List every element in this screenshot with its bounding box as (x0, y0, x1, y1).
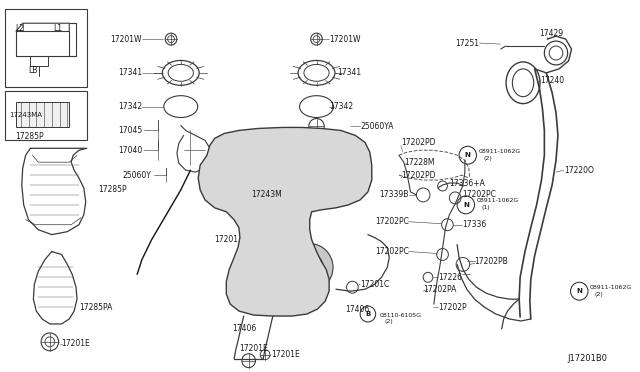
Circle shape (459, 146, 477, 164)
Text: 17201C: 17201C (360, 280, 389, 289)
Text: 17202PC: 17202PC (462, 190, 496, 199)
Text: 08911-1062G: 08911-1062G (590, 285, 632, 290)
Text: 25060YA: 25060YA (360, 122, 394, 131)
Text: 17040: 17040 (118, 146, 142, 155)
Bar (5, 91, 86, 140)
Text: 17406: 17406 (346, 305, 370, 314)
Text: J17201B0: J17201B0 (568, 354, 607, 363)
Circle shape (570, 282, 588, 300)
Circle shape (287, 244, 333, 291)
Text: (2): (2) (385, 320, 393, 324)
Text: 17285PA: 17285PA (79, 302, 113, 312)
Circle shape (248, 152, 278, 184)
Bar (31, 56, 48, 66)
Circle shape (360, 306, 376, 322)
Text: 17336+A: 17336+A (449, 179, 485, 187)
Text: 17201E: 17201E (271, 350, 300, 359)
Text: 17285P: 17285P (99, 186, 127, 195)
Text: 08110-6105G: 08110-6105G (380, 312, 422, 318)
Text: 17240: 17240 (541, 76, 564, 85)
Bar (16, 102, 69, 128)
Text: 17201W: 17201W (111, 35, 142, 44)
Text: 17202P: 17202P (438, 302, 467, 312)
Text: 17202PC: 17202PC (375, 217, 408, 226)
Text: N: N (463, 202, 468, 208)
Text: 17202PD: 17202PD (401, 171, 435, 180)
Circle shape (296, 253, 323, 281)
Circle shape (457, 196, 474, 214)
Bar (5, 9, 86, 87)
Text: 17243MA: 17243MA (9, 112, 42, 118)
Text: 08911-1062G: 08911-1062G (479, 149, 521, 154)
Circle shape (236, 140, 291, 196)
Polygon shape (198, 128, 372, 316)
Text: 17342: 17342 (329, 102, 353, 111)
Text: 17341: 17341 (337, 68, 361, 77)
Text: 17201E: 17201E (61, 339, 90, 348)
Text: 17339B: 17339B (380, 190, 408, 199)
Text: L2: L2 (15, 24, 24, 33)
Text: (2): (2) (483, 156, 492, 161)
Text: 17201W: 17201W (329, 35, 360, 44)
Text: 17202PC: 17202PC (375, 247, 408, 256)
Text: 17202PB: 17202PB (474, 257, 508, 266)
Text: 17342: 17342 (118, 102, 142, 111)
Text: 17341: 17341 (118, 68, 142, 77)
Text: 08911-1062G: 08911-1062G (477, 198, 519, 203)
Text: 17201: 17201 (214, 235, 239, 244)
Text: 17202PD: 17202PD (401, 138, 435, 147)
Text: L1: L1 (52, 24, 62, 33)
Text: N: N (577, 288, 582, 294)
Text: 17228M: 17228M (404, 158, 435, 167)
Text: 17243M: 17243M (252, 190, 282, 199)
Text: 17220O: 17220O (564, 166, 594, 174)
Text: 17226: 17226 (438, 273, 461, 282)
Text: 17285P: 17285P (15, 132, 44, 141)
Text: 25060Y: 25060Y (123, 171, 152, 180)
Text: 17045: 17045 (118, 126, 142, 135)
Text: 17251: 17251 (456, 39, 479, 48)
Text: (1): (1) (481, 205, 490, 210)
Text: LB: LB (29, 66, 38, 76)
Text: B: B (365, 311, 371, 317)
Text: N: N (465, 152, 470, 158)
Text: 17202PA: 17202PA (423, 285, 456, 294)
Text: (2): (2) (595, 292, 604, 297)
Text: 17201E: 17201E (239, 344, 268, 353)
Text: 17429: 17429 (540, 29, 564, 38)
Text: 17406: 17406 (232, 324, 257, 333)
Text: 17336: 17336 (462, 220, 486, 229)
